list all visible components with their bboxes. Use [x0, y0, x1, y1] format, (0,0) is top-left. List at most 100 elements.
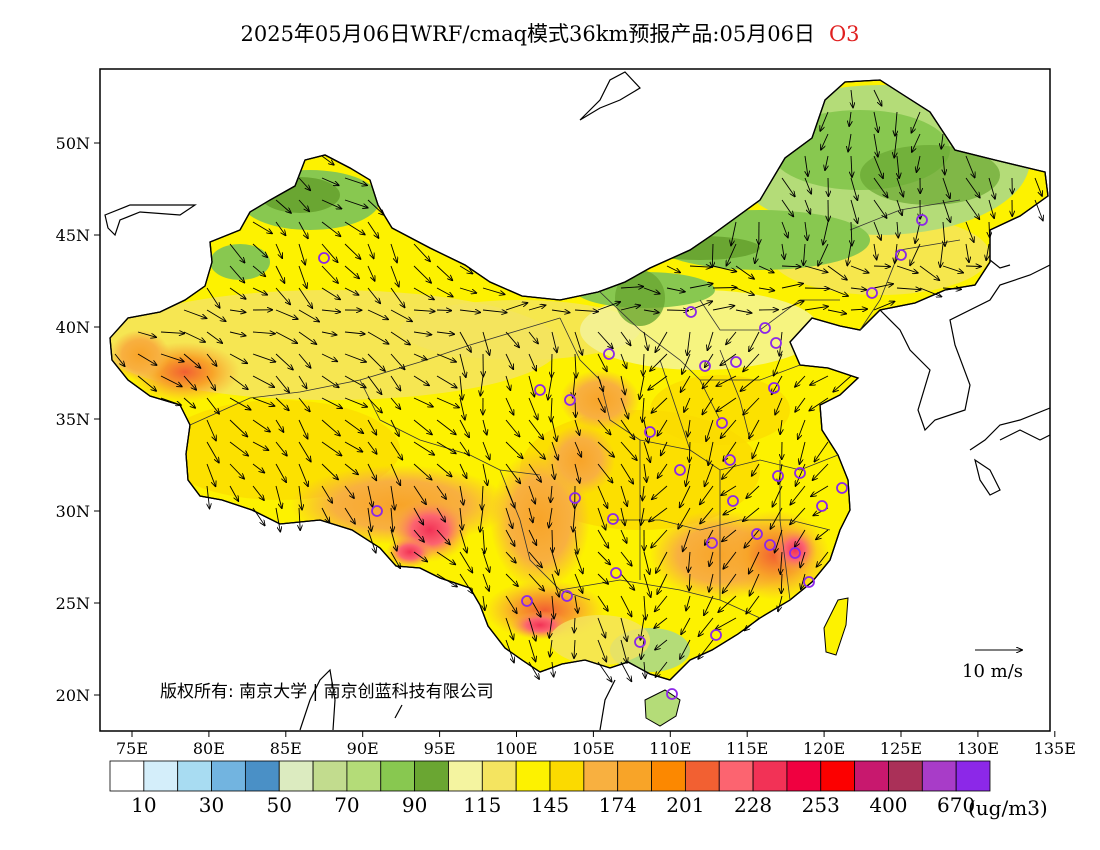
wind-arrow [413, 397, 433, 407]
wind-arrow [367, 265, 375, 281]
wind-arrow [894, 133, 897, 158]
city-marker [607, 513, 619, 525]
wind-arrow [436, 485, 446, 499]
wind-arrow [436, 551, 455, 564]
wind-arrow [574, 551, 583, 573]
wind-arrow [775, 529, 783, 553]
colorbar-swatch [583, 760, 619, 792]
wind-arrow [413, 463, 432, 480]
lat-tick-label: 30N [56, 502, 90, 521]
colorbar-swatch [278, 760, 314, 792]
wind-arrow [620, 551, 632, 566]
wind-arrow [298, 441, 311, 462]
colorbar-units: (ug/m3) [968, 796, 1048, 820]
wind-arrow [897, 155, 899, 178]
wind-arrow [344, 221, 365, 235]
title-main: 2025年05月06日WRF/cmaq模式36km预报产品:05月06日 [240, 22, 815, 46]
wind-arrow [915, 221, 921, 243]
wind-arrow [988, 177, 995, 199]
colorbar-swatch [888, 760, 923, 792]
wind-arrow [651, 529, 668, 548]
wind-arrow [206, 375, 215, 390]
wind-arrow [873, 199, 887, 218]
wind-arrow [390, 243, 397, 262]
taiwan-island [823, 597, 849, 656]
wind-arrow [851, 221, 852, 246]
wind-arrow [597, 419, 611, 435]
colorbar-swatch [651, 760, 686, 792]
wind-arrow [910, 243, 921, 265]
wind-arrow [480, 507, 484, 532]
wind-arrow [482, 331, 490, 355]
lon-tick-label: 110E [649, 739, 691, 758]
wind-arrow [229, 331, 246, 336]
wind-arrow [460, 375, 462, 400]
wind-arrow [321, 243, 338, 262]
wind-arrow [654, 617, 668, 628]
wind-arrow [390, 485, 395, 510]
wind-arrow [827, 265, 847, 280]
wind-arrow [620, 331, 631, 345]
wind-arrow [206, 463, 216, 486]
wind-arrow [620, 441, 637, 460]
wind-arrow [275, 507, 280, 532]
wind-arrow [873, 284, 893, 289]
wind-arrow [459, 441, 469, 455]
wind-arrow [942, 199, 950, 222]
wind-arrow [390, 309, 412, 321]
wind-arrow [321, 463, 338, 480]
wind-reference-label: 10 m/s [962, 661, 1023, 682]
wind-arrow [229, 375, 248, 389]
wind-arrow [299, 507, 300, 530]
wind-arrow [528, 507, 533, 522]
wind-arrow [790, 507, 806, 524]
wind-arrow [505, 303, 527, 311]
wind-arrow [965, 177, 980, 198]
wind-arrow [919, 287, 941, 297]
wind-arrow [574, 463, 580, 483]
wind-arrow [658, 463, 668, 478]
wind-arrow [574, 310, 598, 312]
wind-arrow [367, 287, 380, 303]
wind-arrow [367, 507, 371, 531]
wind-arrow [680, 639, 691, 659]
wind-arrow [644, 463, 647, 482]
wind-arrow [721, 419, 737, 438]
wind-arrow [252, 375, 274, 387]
wind-arrow [850, 309, 867, 310]
wind-arrow [367, 375, 382, 394]
wind-arrow [597, 441, 614, 457]
wind-arrow [459, 573, 473, 593]
wind-arrow [705, 463, 714, 486]
wind-arrow [344, 397, 367, 407]
city-marker [730, 356, 742, 368]
wind-arrow [810, 375, 829, 385]
wind-arrow [344, 375, 366, 388]
wind-arrow [722, 529, 737, 541]
wind-arrow [746, 485, 760, 498]
wind-arrow [678, 507, 691, 529]
wind-arrow [413, 507, 423, 525]
city-marker [534, 384, 546, 396]
wind-arrow [528, 419, 543, 439]
wind-arrow [804, 288, 829, 289]
longitude-axis: 75E 80E 85E 90E 95E 100E 105E 110E 115E 120E 125E 1… [116, 731, 1076, 758]
wind-arrow [850, 265, 869, 273]
wind-arrow [391, 507, 393, 531]
wind-arrow [966, 243, 969, 262]
wind-arrow [549, 507, 553, 528]
wind-arrow [413, 551, 427, 562]
wind-arrow [298, 353, 311, 368]
wind-arrow [805, 221, 807, 240]
colorbar-swatch [143, 760, 179, 792]
wind-arrow [735, 265, 754, 279]
wind-arrow [574, 573, 583, 593]
wind-arrow [849, 111, 851, 126]
colorbar-label: 201 [666, 793, 704, 817]
city-marker [727, 495, 739, 507]
city-marker [371, 505, 383, 517]
wind-arrow [705, 353, 714, 367]
wind-arrow [436, 353, 456, 362]
wind-arrow [505, 573, 518, 586]
wind-arrow [620, 507, 625, 525]
